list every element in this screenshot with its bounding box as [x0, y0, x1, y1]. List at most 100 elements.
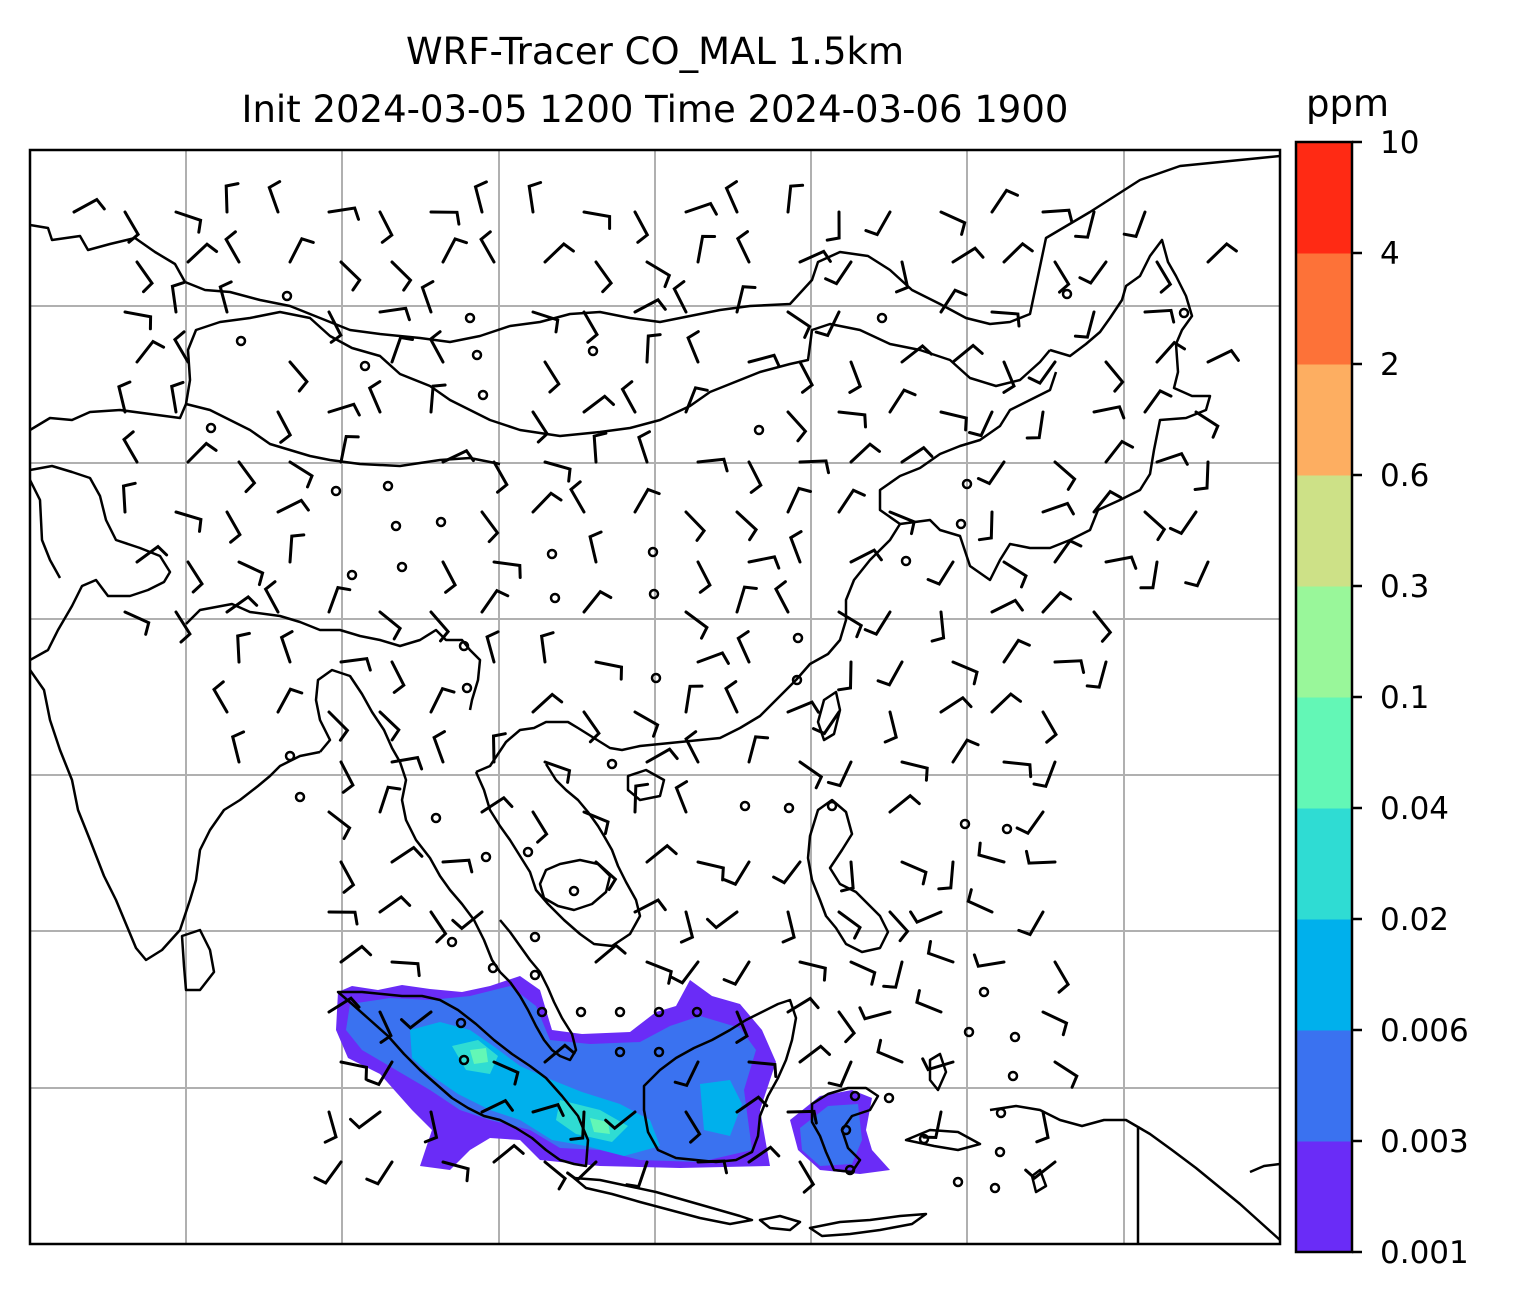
calm-wind-circle: [390, 520, 402, 532]
wind-barb: [747, 460, 763, 494]
wind-barb: [1092, 489, 1123, 514]
wind-barb: [531, 1102, 565, 1117]
wind-barb: [930, 610, 946, 643]
calm-wind-circle: [587, 345, 599, 357]
calm-wind-circle: [284, 750, 296, 762]
colorbar-tick-label: 0.006: [1380, 1013, 1469, 1049]
wind-barb: [849, 548, 883, 564]
wind-barb: [1002, 638, 1031, 664]
wind-barb: [837, 488, 866, 514]
colorbar-tick-label: 0.02: [1380, 902, 1449, 938]
wind-barb: [696, 1159, 728, 1175]
wind-barb: [1027, 360, 1057, 385]
calm-wind-circle: [791, 674, 803, 686]
wind-barb: [840, 860, 855, 893]
wind-barb: [633, 487, 661, 514]
wind-barb: [786, 310, 812, 339]
wind-barb: [724, 180, 739, 214]
wind-barb: [288, 460, 314, 489]
wind-barb: [696, 457, 729, 473]
wind-barb: [543, 1160, 568, 1191]
wind-barb: [968, 410, 994, 438]
colorbar-tick-label: 10: [1380, 125, 1419, 161]
wind-barb: [837, 660, 853, 692]
wind-barb: [1002, 360, 1016, 394]
wind-barb: [1025, 849, 1057, 865]
wind-barb: [480, 510, 500, 544]
wind-barb: [1073, 310, 1096, 339]
colorbar-segment: [1296, 697, 1352, 809]
wind-barb: [849, 442, 881, 464]
calm-wind-circle: [844, 1164, 856, 1176]
calm-wind-circle: [647, 546, 659, 558]
wind-barb: [735, 510, 759, 542]
wind-barb: [279, 630, 294, 664]
wind-barb: [121, 481, 137, 514]
coastline-india-west: [30, 464, 172, 662]
wind-barb: [378, 710, 401, 742]
wind-barb: [327, 402, 361, 417]
coastline-taiwan: [816, 690, 842, 742]
wind-barb: [939, 695, 973, 714]
wind-barb: [798, 360, 815, 394]
wind-barb: [441, 237, 468, 264]
calm-wind-circle: [359, 360, 371, 372]
wind-barb: [582, 710, 601, 744]
wind-barb: [670, 960, 700, 985]
wind-barb: [798, 760, 824, 790]
wind-barb: [939, 288, 968, 314]
wind-barb: [339, 1060, 369, 1081]
wind-barb: [441, 858, 474, 874]
wind-barb: [378, 1010, 393, 1044]
colorbar-segment: [1296, 1141, 1352, 1253]
wind-barb: [123, 610, 151, 636]
wind-barb: [390, 755, 424, 771]
wind-barb: [1085, 660, 1108, 689]
wind-barb: [1024, 1160, 1057, 1181]
wind-barb: [864, 210, 892, 237]
wind-barb: [786, 700, 820, 714]
colorbar: 0.001 0.003 0.006 0.02 0.04 0.1 0.3 0.6 2 4 10: [1294, 125, 1469, 1271]
calm-wind-circle: [963, 1026, 975, 1038]
wind-barb: [1139, 560, 1159, 590]
calm-wind-circle: [739, 800, 751, 812]
wind-barb: [400, 1010, 433, 1030]
wind-barb: [543, 1043, 576, 1064]
wind-barb: [772, 860, 802, 885]
wind-barb: [747, 1060, 778, 1078]
wind-barb: [977, 841, 1006, 864]
wind-barb: [224, 230, 241, 264]
wind-barb: [604, 1110, 637, 1131]
wind-barb: [645, 260, 672, 289]
coastline-new-guinea-east: [1249, 1162, 1280, 1174]
calm-wind-circle: [918, 1133, 930, 1145]
wind-barb: [722, 860, 751, 887]
wind-barb: [566, 1160, 598, 1183]
calm-wind-circle: [1061, 288, 1073, 300]
calm-wind-circle: [989, 1182, 1001, 1194]
coastline-lesser-sunda: [758, 1212, 928, 1238]
wind-barb: [122, 430, 139, 464]
wind-barb: [915, 989, 943, 1014]
coastline-himalaya-boundary: [185, 602, 482, 711]
wind-barb: [1002, 560, 1028, 589]
wind-barb: [1193, 460, 1210, 491]
wind-barb: [926, 560, 955, 586]
wind-barb: [582, 810, 610, 836]
wind-barb: [645, 333, 662, 364]
wind-barb: [922, 1110, 943, 1140]
wind-barb: [492, 1143, 525, 1164]
wind-barb: [633, 710, 660, 738]
calm-wind-circle: [876, 312, 888, 324]
wind-barb: [423, 1110, 439, 1144]
wind-barb: [1041, 710, 1058, 744]
wind-barb: [825, 210, 841, 242]
wind-barb: [786, 183, 805, 214]
wind-barb: [491, 732, 507, 764]
wind-barb: [900, 760, 929, 782]
colorbar-segment: [1296, 364, 1352, 476]
wind-barb: [390, 845, 424, 864]
wind-barb: [378, 306, 411, 322]
